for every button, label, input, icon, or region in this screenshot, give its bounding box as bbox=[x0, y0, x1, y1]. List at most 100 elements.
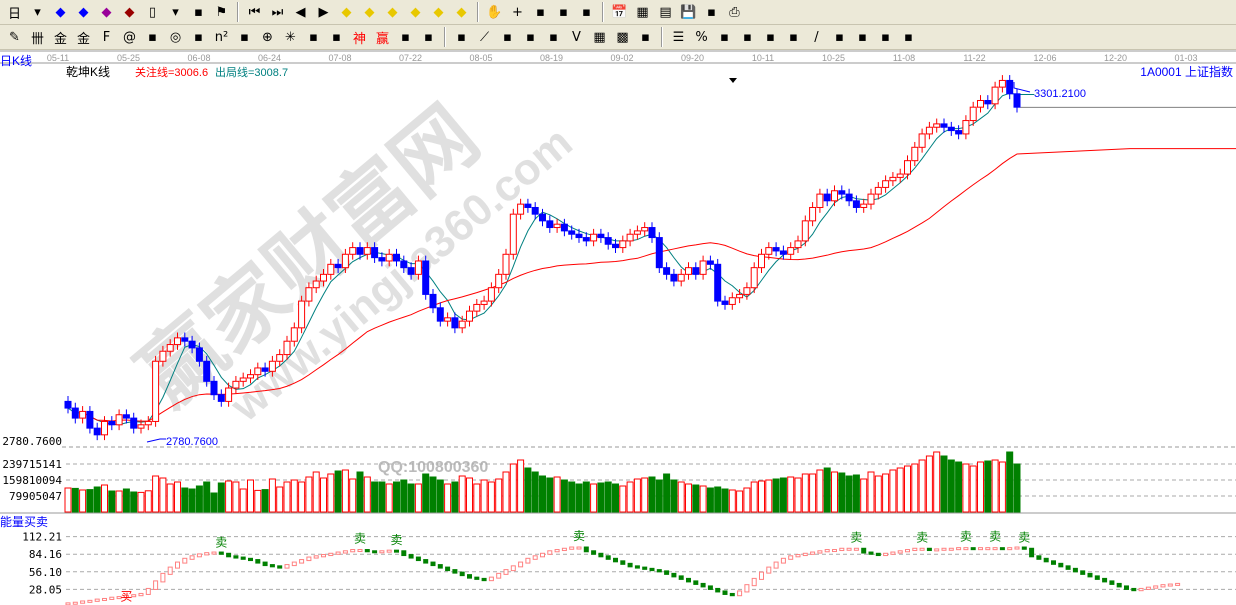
energy-bar bbox=[248, 557, 253, 562]
zoom-out-icon[interactable]: ◆ bbox=[456, 4, 467, 20]
energy-axis-label: 112.21 bbox=[22, 531, 62, 544]
calendar-grid-icon[interactable]: ▪ bbox=[401, 29, 410, 45]
move-left-icon[interactable]: ◆ bbox=[341, 4, 352, 20]
day-period-icon[interactable]: 日 bbox=[7, 6, 21, 22]
candle bbox=[290, 327, 298, 342]
circle-icon[interactable]: ◎ bbox=[169, 29, 182, 45]
pencil2-icon[interactable]: ▪ bbox=[148, 29, 157, 45]
candle bbox=[466, 310, 473, 322]
first-icon[interactable]: ⏮ bbox=[248, 4, 261, 20]
energy-bar bbox=[496, 572, 502, 579]
cancel-indicator-icon[interactable]: ▪ bbox=[194, 4, 203, 20]
grid-icon[interactable]: ▦ bbox=[593, 29, 606, 45]
date-tick: 05-25 bbox=[117, 53, 140, 63]
angle-icon[interactable]: ▪ bbox=[240, 29, 249, 45]
energy-bar bbox=[627, 562, 633, 568]
candle bbox=[590, 233, 598, 242]
f-icon[interactable]: F bbox=[102, 29, 111, 45]
fan3-icon[interactable]: ▪ bbox=[526, 29, 535, 45]
volume-bar bbox=[349, 478, 357, 513]
n2-icon[interactable]: n² bbox=[214, 29, 229, 45]
line-icon[interactable]: / bbox=[814, 29, 819, 45]
percent-icon[interactable]: % bbox=[695, 29, 708, 45]
lines-icon[interactable]: ▪ bbox=[549, 29, 558, 45]
candle bbox=[327, 263, 335, 275]
flag-icon[interactable]: ⚑ bbox=[215, 4, 228, 20]
web-icon[interactable]: ▪ bbox=[309, 29, 318, 45]
ticks2-icon[interactable]: ▪ bbox=[194, 29, 203, 45]
grid2-icon[interactable]: ▩ bbox=[616, 29, 629, 45]
brain-icon[interactable]: ▪ bbox=[582, 4, 591, 20]
volume-bar bbox=[1006, 451, 1014, 513]
candle bbox=[203, 360, 211, 382]
gold-circle-icon[interactable]: ▪ bbox=[743, 29, 752, 45]
hand-icon[interactable]: ✋ bbox=[486, 4, 503, 20]
left-icon[interactable]: ◀ bbox=[295, 4, 306, 20]
calculator-icon[interactable]: ▦ bbox=[636, 4, 649, 20]
candle bbox=[721, 300, 729, 305]
chart-9-icon[interactable]: ◆ bbox=[124, 4, 135, 20]
list-icon[interactable]: ☰ bbox=[672, 29, 685, 45]
spiral-icon[interactable]: @ bbox=[123, 29, 136, 45]
shirt-icon[interactable]: ▪ bbox=[559, 4, 568, 20]
candle bbox=[633, 230, 641, 235]
last-icon[interactable]: ⏭ bbox=[271, 4, 284, 20]
cycle-icon[interactable]: ▪ bbox=[766, 29, 775, 45]
calendar-icon[interactable]: 📅 bbox=[611, 4, 628, 20]
fib4-icon[interactable]: ▪ bbox=[904, 29, 913, 45]
ellipse-icon[interactable]: ▪ bbox=[720, 29, 729, 45]
notes-icon[interactable]: ◆ bbox=[78, 4, 89, 20]
box-icon[interactable]: ▪ bbox=[457, 29, 466, 45]
pencil-icon[interactable]: ✎ bbox=[9, 29, 20, 45]
star-icon[interactable]: ✳ bbox=[285, 29, 296, 45]
chart-3-icon[interactable]: ◆ bbox=[101, 4, 112, 20]
fan-icon[interactable]: ⟋ bbox=[479, 29, 490, 45]
printer-icon[interactable]: ⎙ bbox=[729, 4, 740, 20]
ying-icon[interactable]: 赢 bbox=[375, 31, 389, 47]
move-right-icon[interactable]: ◆ bbox=[364, 4, 375, 20]
volume-bar bbox=[130, 491, 138, 513]
energy-bar bbox=[240, 556, 246, 560]
energy-bar bbox=[196, 553, 202, 558]
crosshair-icon[interactable]: + bbox=[512, 4, 523, 20]
parallel-icon[interactable]: ▪ bbox=[641, 29, 650, 45]
span-icon[interactable]: ▪ bbox=[424, 29, 433, 45]
fib-icon[interactable]: ▪ bbox=[835, 29, 844, 45]
zoom-in-icon[interactable]: ◆ bbox=[433, 4, 444, 20]
candle bbox=[940, 123, 948, 128]
fib3-icon[interactable]: ▪ bbox=[881, 29, 890, 45]
wave2-icon[interactable]: ▪ bbox=[789, 29, 798, 45]
candle bbox=[371, 247, 379, 259]
volume-bar bbox=[422, 473, 430, 513]
right-icon[interactable]: ▶ bbox=[318, 4, 329, 20]
gold-icon[interactable]: 金 bbox=[53, 31, 67, 47]
fan2-icon[interactable]: ▪ bbox=[503, 29, 512, 45]
candle bbox=[407, 267, 415, 275]
chart-area[interactable]: 05-11 05-25 06-08 06-24 07-08 07-22 08-05 08-19… bbox=[0, 50, 1236, 605]
draw-line-icon[interactable]: ▪ bbox=[536, 4, 545, 20]
energy-bar bbox=[123, 594, 129, 599]
candle bbox=[1013, 93, 1021, 108]
shrink-icon[interactable]: ◆ bbox=[410, 4, 421, 20]
gold2-icon[interactable]: 金 bbox=[76, 31, 90, 47]
expand-icon[interactable]: ◆ bbox=[387, 4, 398, 20]
chart-style-icon[interactable]: ◆ bbox=[55, 4, 66, 20]
target-icon[interactable]: ⊕ bbox=[262, 29, 273, 45]
volume-bar bbox=[823, 467, 831, 513]
dropdown-icon[interactable]: ▾ bbox=[34, 4, 41, 20]
candle-icon[interactable]: ▯ bbox=[148, 4, 157, 20]
ticks-icon[interactable]: 卌 bbox=[30, 31, 44, 47]
document-icon[interactable]: ▤ bbox=[659, 4, 672, 20]
dropdown-icon[interactable]: ▾ bbox=[172, 4, 179, 20]
save-icon[interactable]: 💾 bbox=[680, 4, 697, 20]
date-tick: 07-22 bbox=[399, 53, 422, 63]
fib2-icon[interactable]: ▪ bbox=[858, 29, 867, 45]
toolbar-top: 日 ▾ ◆ ◆ ◆ ◆ ▯ ▾ ▪ ⚑ ⏮ ⏭ ◀ ▶ ◆ ◆ ◆ ◆ ◆ ◆ ✋ + ▪ ▪ ▪ 📅 ▦ ▤ 💾 ▪ ⎙ bbox=[0, 0, 1236, 25]
shen-icon[interactable]: 神 bbox=[352, 31, 366, 47]
v-icon[interactable]: V bbox=[572, 29, 581, 45]
candle bbox=[955, 130, 963, 135]
network-icon[interactable]: ▪ bbox=[707, 4, 716, 20]
wave-icon[interactable]: ▪ bbox=[332, 29, 341, 45]
candle bbox=[108, 420, 116, 426]
min-price-label: 2780.7600 bbox=[166, 436, 218, 448]
